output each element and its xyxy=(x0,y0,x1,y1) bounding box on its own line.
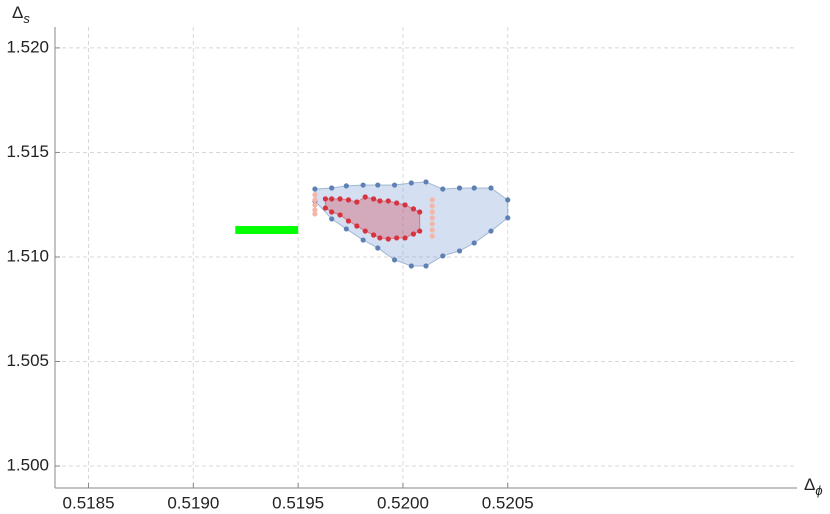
y-tick-label: 1.520 xyxy=(6,37,49,56)
x-axis-label: Δϕ xyxy=(804,475,823,498)
point xyxy=(429,197,435,203)
point xyxy=(488,228,494,234)
point xyxy=(385,198,391,204)
point xyxy=(312,197,318,203)
point xyxy=(343,226,349,232)
x-tick-label: 0.5205 xyxy=(482,493,534,512)
point xyxy=(488,185,494,191)
point xyxy=(391,257,398,263)
point xyxy=(423,263,429,269)
point xyxy=(375,245,381,251)
point xyxy=(360,182,366,188)
x-label-symbol: Δ xyxy=(804,475,815,494)
point xyxy=(354,223,360,229)
point xyxy=(456,248,463,254)
point xyxy=(329,185,335,191)
point xyxy=(385,236,391,242)
point xyxy=(456,185,463,191)
point xyxy=(505,215,511,221)
point xyxy=(391,182,398,188)
point xyxy=(377,235,383,241)
point xyxy=(337,212,343,218)
x-tick-label: 0.5195 xyxy=(272,493,324,512)
point xyxy=(429,221,435,227)
point xyxy=(408,180,414,186)
x-tick-label: 0.5200 xyxy=(377,493,429,512)
point xyxy=(329,196,335,202)
box xyxy=(235,226,299,234)
point xyxy=(329,216,335,222)
x-tick-label: 0.5185 xyxy=(63,493,115,512)
point xyxy=(322,205,328,211)
point xyxy=(429,227,435,233)
point xyxy=(471,185,477,191)
y-tick-label: 1.505 xyxy=(6,351,49,370)
point xyxy=(394,235,400,241)
point xyxy=(370,196,377,202)
point xyxy=(312,186,318,192)
y-label-symbol: Δ xyxy=(12,3,23,22)
point xyxy=(429,209,435,215)
point xyxy=(312,202,318,208)
point xyxy=(343,183,349,189)
point xyxy=(345,218,352,224)
point xyxy=(345,197,352,203)
y-tick-label: 1.500 xyxy=(6,456,49,475)
y-tick-label: 1.510 xyxy=(6,246,49,265)
point xyxy=(440,186,446,192)
point xyxy=(362,228,368,234)
point xyxy=(337,196,343,202)
point xyxy=(423,179,429,185)
point xyxy=(505,197,511,203)
point xyxy=(429,233,435,239)
point xyxy=(329,209,335,215)
y-tick-label: 1.515 xyxy=(6,142,49,161)
point xyxy=(362,194,368,200)
point xyxy=(402,202,408,208)
point xyxy=(429,203,435,209)
point xyxy=(375,182,381,188)
point xyxy=(417,228,423,234)
point xyxy=(440,253,446,259)
point xyxy=(410,206,417,212)
point xyxy=(370,232,377,238)
point xyxy=(429,215,435,221)
point xyxy=(322,196,328,202)
point xyxy=(402,235,408,241)
y-axis-label: Δs xyxy=(12,3,30,26)
point xyxy=(360,237,366,243)
point xyxy=(394,200,400,206)
point xyxy=(312,207,318,213)
point xyxy=(377,198,383,204)
x-label-subscript: ϕ xyxy=(815,483,822,498)
y-label-subscript: s xyxy=(23,11,30,26)
point xyxy=(408,263,414,269)
point xyxy=(312,192,318,198)
x-tick-label: 0.5190 xyxy=(167,493,219,512)
point xyxy=(312,211,318,217)
point xyxy=(410,231,417,237)
point xyxy=(471,240,477,246)
point xyxy=(417,209,423,215)
point xyxy=(354,199,360,205)
